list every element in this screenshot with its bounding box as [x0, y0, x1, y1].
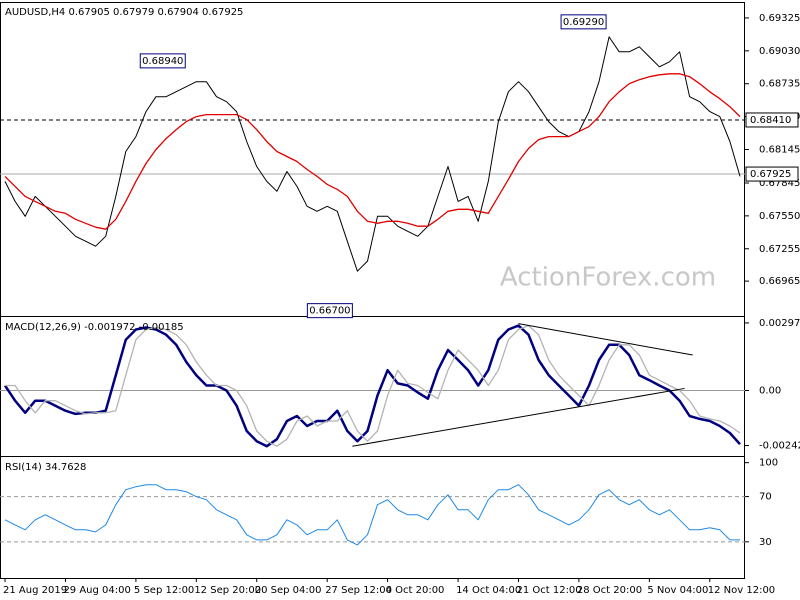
- x-tick-label: 4 Oct 20:00: [386, 585, 445, 596]
- series-line: [4, 73, 741, 230]
- extreme-label: 0.69290: [563, 17, 604, 28]
- trendline: [352, 387, 685, 447]
- series-line: [5, 324, 741, 447]
- y-tick-label: 0.00: [759, 385, 781, 396]
- x-tick-label: 21 Aug 2019: [3, 585, 67, 596]
- extreme-box: [139, 53, 186, 69]
- panel-title: RSI(14) 34.7628: [5, 462, 86, 473]
- trendline: [518, 323, 693, 356]
- y-tick-label: 0.69030: [759, 46, 800, 57]
- y-tick-label: 0.00297: [759, 318, 800, 329]
- x-tick-label: 27 Sep 12:00: [325, 585, 392, 596]
- y-tick-label: 0.66965: [759, 276, 800, 287]
- price-label: 0.68410: [750, 115, 791, 126]
- panel-title: MACD(12,26,9) -0.001972 -0.00185: [5, 322, 184, 333]
- extreme-box: [306, 303, 353, 319]
- y-tick-label: 0.68735: [759, 79, 800, 90]
- x-tick-label: 12 Nov 12:00: [708, 585, 775, 596]
- x-tick-label: 21 Oct 12:00: [516, 585, 581, 596]
- watermark: ActionForex.com: [500, 263, 716, 293]
- x-tick-label: 28 Oct 20:00: [577, 585, 642, 596]
- y-tick-label: 0.67845: [759, 178, 800, 189]
- extreme-label: 0.66700: [309, 306, 350, 317]
- price-label-box: [745, 166, 799, 182]
- extreme-box: [560, 14, 607, 30]
- y-tick-label: 0.67255: [759, 244, 800, 255]
- y-tick-label: 0.69325: [759, 13, 800, 24]
- x-tick-label: 29 Aug 04:00: [63, 585, 130, 596]
- series-line: [3, 324, 741, 448]
- x-tick-label: 14 Oct 04:00: [456, 585, 521, 596]
- plot-frame: [0, 2, 745, 579]
- y-tick-label: 0.68145: [759, 145, 800, 156]
- y-tick-label: -0.00242: [759, 441, 800, 452]
- x-tick-label: 20 Sep 04:00: [255, 585, 322, 596]
- panel-title: AUDUSD,H4 0.67905 0.67979 0.67904 0.6792…: [5, 7, 243, 18]
- series-line: [4, 36, 741, 272]
- extreme-label: 0.68940: [142, 56, 183, 67]
- y-tick-label: 70: [759, 492, 772, 503]
- y-tick-label: 0.67550: [759, 211, 800, 222]
- x-tick-label: 5 Sep 12:00: [134, 585, 194, 596]
- y-tick-label: 100: [759, 458, 778, 469]
- price-label: 0.67925: [750, 169, 791, 180]
- price-label-box: [745, 112, 799, 128]
- y-tick-label: 30: [759, 537, 772, 548]
- x-tick-label: 5 Nov 04:00: [647, 585, 708, 596]
- x-tick-label: 12 Sep 20:00: [194, 585, 261, 596]
- series-line: [4, 484, 740, 546]
